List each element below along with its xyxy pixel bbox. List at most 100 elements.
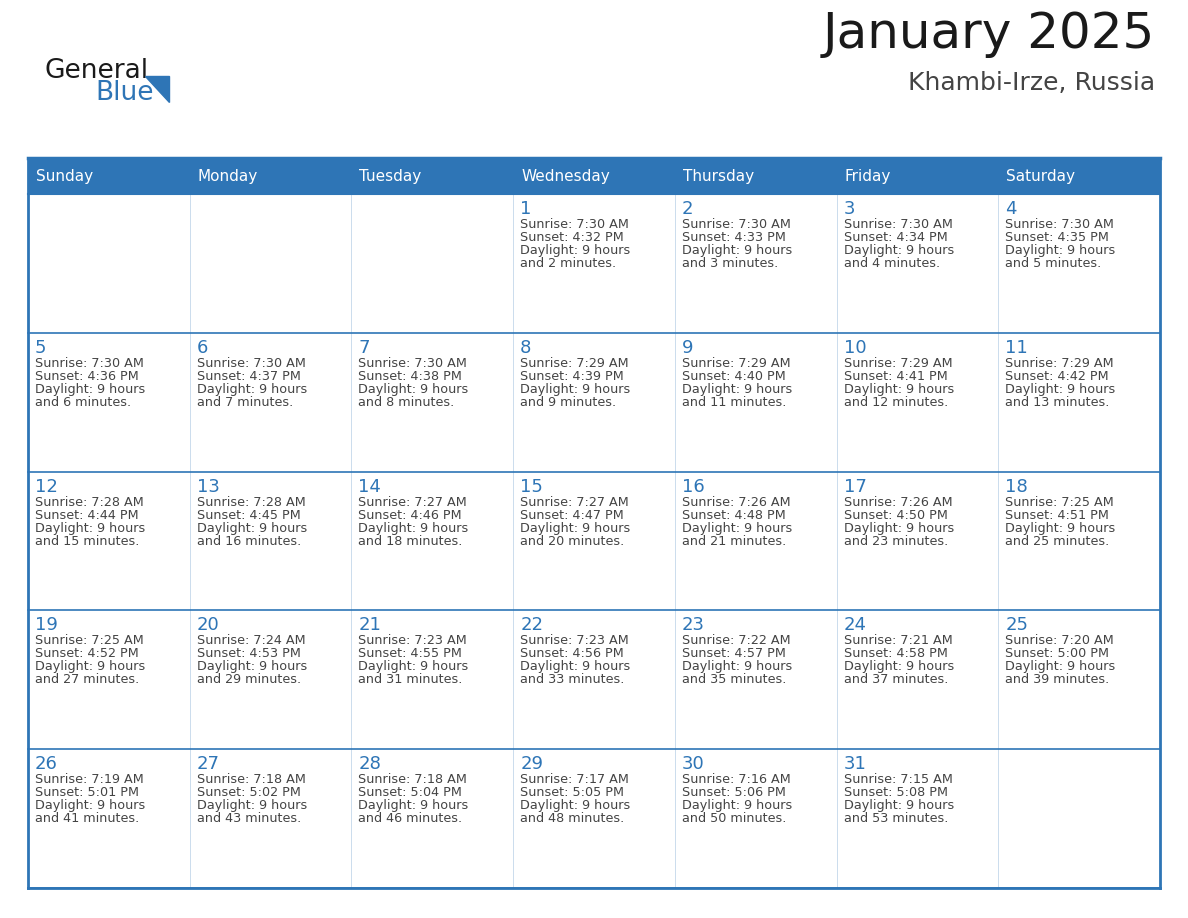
Text: 5: 5 [34,339,46,357]
Text: Daylight: 9 hours: Daylight: 9 hours [520,800,631,812]
Text: Daylight: 9 hours: Daylight: 9 hours [1005,383,1116,396]
Text: Sunday: Sunday [36,169,93,184]
Text: Daylight: 9 hours: Daylight: 9 hours [34,800,145,812]
Text: Sunrise: 7:28 AM: Sunrise: 7:28 AM [197,496,305,509]
Text: and 5 minutes.: and 5 minutes. [1005,257,1101,270]
Text: and 23 minutes.: and 23 minutes. [843,534,948,548]
Text: 4: 4 [1005,200,1017,218]
Text: Sunset: 4:51 PM: Sunset: 4:51 PM [1005,509,1110,521]
Text: and 25 minutes.: and 25 minutes. [1005,534,1110,548]
Text: and 3 minutes.: and 3 minutes. [682,257,778,270]
Text: Sunset: 5:04 PM: Sunset: 5:04 PM [359,786,462,800]
Text: Sunrise: 7:27 AM: Sunrise: 7:27 AM [520,496,628,509]
Text: Daylight: 9 hours: Daylight: 9 hours [520,521,631,534]
Text: Sunset: 4:36 PM: Sunset: 4:36 PM [34,370,139,383]
Text: Sunset: 4:37 PM: Sunset: 4:37 PM [197,370,301,383]
Text: and 9 minutes.: and 9 minutes. [520,396,617,409]
Text: Sunset: 4:44 PM: Sunset: 4:44 PM [34,509,139,521]
Text: Sunset: 4:32 PM: Sunset: 4:32 PM [520,231,624,244]
Text: and 15 minutes.: and 15 minutes. [34,534,139,548]
Text: Sunrise: 7:24 AM: Sunrise: 7:24 AM [197,634,305,647]
Text: Sunset: 4:56 PM: Sunset: 4:56 PM [520,647,624,660]
Text: Khambi-Irze, Russia: Khambi-Irze, Russia [908,71,1155,95]
Text: and 48 minutes.: and 48 minutes. [520,812,625,825]
Text: 11: 11 [1005,339,1028,357]
Text: 8: 8 [520,339,531,357]
Text: Sunset: 4:41 PM: Sunset: 4:41 PM [843,370,947,383]
Text: Sunrise: 7:18 AM: Sunrise: 7:18 AM [197,773,305,786]
Text: and 8 minutes.: and 8 minutes. [359,396,455,409]
Text: and 53 minutes.: and 53 minutes. [843,812,948,825]
Text: 19: 19 [34,616,58,634]
Text: and 41 minutes.: and 41 minutes. [34,812,139,825]
Text: 16: 16 [682,477,704,496]
Text: and 11 minutes.: and 11 minutes. [682,396,786,409]
Text: and 4 minutes.: and 4 minutes. [843,257,940,270]
Text: 30: 30 [682,756,704,773]
Text: Sunrise: 7:30 AM: Sunrise: 7:30 AM [520,218,628,231]
Text: 28: 28 [359,756,381,773]
Text: Sunrise: 7:30 AM: Sunrise: 7:30 AM [1005,218,1114,231]
Text: Sunset: 4:46 PM: Sunset: 4:46 PM [359,509,462,521]
Text: 31: 31 [843,756,866,773]
Text: 3: 3 [843,200,855,218]
Text: Sunset: 4:48 PM: Sunset: 4:48 PM [682,509,785,521]
Text: 14: 14 [359,477,381,496]
Text: Sunrise: 7:26 AM: Sunrise: 7:26 AM [843,496,953,509]
Text: 22: 22 [520,616,543,634]
Text: Daylight: 9 hours: Daylight: 9 hours [1005,660,1116,674]
Text: Daylight: 9 hours: Daylight: 9 hours [843,383,954,396]
Text: Daylight: 9 hours: Daylight: 9 hours [197,521,307,534]
Text: Daylight: 9 hours: Daylight: 9 hours [843,244,954,257]
Text: Sunset: 4:39 PM: Sunset: 4:39 PM [520,370,624,383]
Text: Sunset: 4:47 PM: Sunset: 4:47 PM [520,509,624,521]
Text: Daylight: 9 hours: Daylight: 9 hours [520,383,631,396]
Text: Sunset: 4:50 PM: Sunset: 4:50 PM [843,509,948,521]
Text: Sunrise: 7:23 AM: Sunrise: 7:23 AM [359,634,467,647]
Text: Sunrise: 7:27 AM: Sunrise: 7:27 AM [359,496,467,509]
Text: Sunrise: 7:28 AM: Sunrise: 7:28 AM [34,496,144,509]
Text: Sunset: 4:55 PM: Sunset: 4:55 PM [359,647,462,660]
Text: Daylight: 9 hours: Daylight: 9 hours [359,383,469,396]
Bar [29,158,1159,888]
Text: Daylight: 9 hours: Daylight: 9 hours [682,383,792,396]
Text: Sunrise: 7:18 AM: Sunrise: 7:18 AM [359,773,467,786]
Text: and 21 minutes.: and 21 minutes. [682,534,786,548]
Text: and 37 minutes.: and 37 minutes. [843,674,948,687]
Text: 2: 2 [682,200,694,218]
Text: Tuesday: Tuesday [360,169,422,184]
Text: and 39 minutes.: and 39 minutes. [1005,674,1110,687]
Text: Sunset: 4:57 PM: Sunset: 4:57 PM [682,647,785,660]
Text: Daylight: 9 hours: Daylight: 9 hours [197,660,307,674]
Text: 21: 21 [359,616,381,634]
Text: and 31 minutes.: and 31 minutes. [359,674,463,687]
Text: 1: 1 [520,200,531,218]
Text: Sunset: 4:33 PM: Sunset: 4:33 PM [682,231,785,244]
Text: Sunrise: 7:15 AM: Sunrise: 7:15 AM [843,773,953,786]
Text: Sunrise: 7:30 AM: Sunrise: 7:30 AM [34,357,144,370]
Text: Sunset: 4:42 PM: Sunset: 4:42 PM [1005,370,1108,383]
Text: Sunrise: 7:29 AM: Sunrise: 7:29 AM [843,357,953,370]
Text: Daylight: 9 hours: Daylight: 9 hours [197,383,307,396]
Text: Daylight: 9 hours: Daylight: 9 hours [1005,521,1116,534]
Text: 25: 25 [1005,616,1029,634]
Text: Daylight: 9 hours: Daylight: 9 hours [359,521,469,534]
Text: January 2025: January 2025 [823,10,1155,58]
Text: and 18 minutes.: and 18 minutes. [359,534,463,548]
Text: Sunrise: 7:25 AM: Sunrise: 7:25 AM [1005,496,1114,509]
Text: 24: 24 [843,616,866,634]
Text: Daylight: 9 hours: Daylight: 9 hours [682,244,792,257]
Text: Sunrise: 7:22 AM: Sunrise: 7:22 AM [682,634,790,647]
Text: Sunrise: 7:21 AM: Sunrise: 7:21 AM [843,634,953,647]
Text: 27: 27 [197,756,220,773]
Text: Sunset: 5:01 PM: Sunset: 5:01 PM [34,786,139,800]
Text: Sunset: 4:58 PM: Sunset: 4:58 PM [843,647,948,660]
Text: 9: 9 [682,339,694,357]
Text: and 13 minutes.: and 13 minutes. [1005,396,1110,409]
Text: Sunset: 4:34 PM: Sunset: 4:34 PM [843,231,947,244]
Text: and 6 minutes.: and 6 minutes. [34,396,131,409]
Text: 15: 15 [520,477,543,496]
Text: Blue: Blue [95,80,153,106]
Text: Daylight: 9 hours: Daylight: 9 hours [843,800,954,812]
Text: Daylight: 9 hours: Daylight: 9 hours [682,800,792,812]
